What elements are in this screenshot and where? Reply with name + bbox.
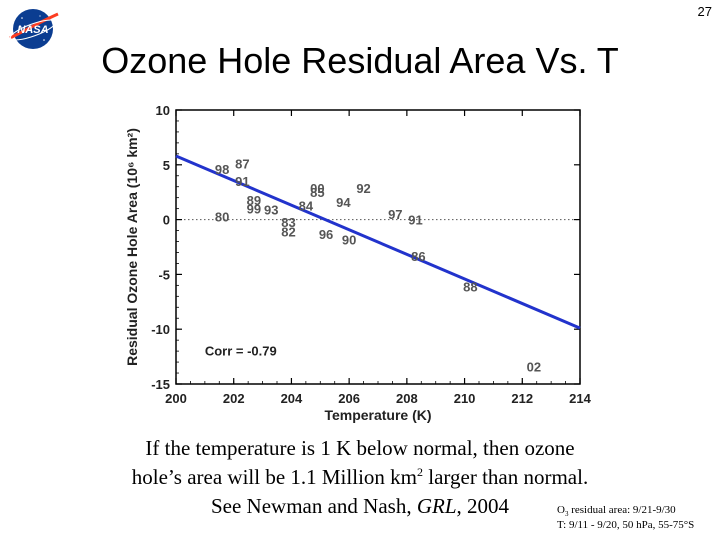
x-tick-label: 202: [223, 391, 245, 406]
data-point-86: 86: [411, 249, 425, 264]
regression-line: [175, 154, 581, 330]
data-point-98: 98: [215, 162, 229, 177]
caption-line-2-post: larger than normal.: [422, 465, 589, 489]
data-point-02: 02: [527, 359, 541, 374]
nasa-logo-vector: [9, 12, 59, 40]
footnote-o: O: [557, 504, 565, 516]
footnote-residual: O3 residual area: 9/21-9/30: [557, 504, 676, 519]
data-point-99: 99: [247, 202, 261, 217]
caption-line-3-journal: GRL: [416, 494, 457, 518]
data-point-00: 00: [310, 181, 324, 196]
data-point-94: 94: [336, 195, 351, 210]
data-point-88: 88: [463, 279, 477, 294]
data-point-87: 87: [235, 157, 249, 172]
caption-line-2-pre: hole’s area will be 1.1 Million km: [131, 465, 417, 489]
correlation-annotation: Corr = -0.79: [205, 344, 277, 359]
x-axis-label: Temperature (K): [324, 407, 431, 423]
x-tick-label: 206: [338, 391, 360, 406]
x-tick-label: 214: [569, 391, 591, 406]
scatter-chart: 200 202 204 206 208 210 212 214 10 5 0 -5 -10 -15 Temp…: [124, 103, 592, 423]
y-tick-label: -10: [151, 322, 170, 337]
nasa-logo: NASA: [9, 9, 59, 49]
x-tick-label: 204: [281, 391, 303, 406]
data-point-93: 93: [264, 203, 278, 218]
y-tick-label: 5: [163, 158, 170, 173]
x-tick-label: 200: [165, 391, 187, 406]
data-point-91: 91: [235, 174, 249, 189]
caption-line-2: hole’s area will be 1.1 Million km2 larg…: [60, 463, 660, 492]
y-axis-label: Residual Ozone Hole Area (10⁶ km²): [124, 128, 140, 366]
data-point-96: 96: [319, 227, 333, 242]
data-point-91: 91: [408, 213, 422, 228]
data-point-83: 83: [281, 215, 295, 230]
caption-line-1: If the temperature is 1 K below normal, …: [145, 436, 575, 460]
footnote-sub: 3: [564, 510, 569, 519]
y-tick-label: 0: [163, 213, 170, 228]
x-tick-label: 210: [454, 391, 476, 406]
caption-line-2-sup: 2: [416, 465, 423, 479]
x-tick-label: 208: [396, 391, 418, 406]
y-tick-label: 10: [156, 103, 170, 118]
data-point-89: 89: [247, 193, 261, 208]
data-point-92: 92: [356, 181, 370, 196]
data-point-82: 82: [281, 225, 295, 240]
y-tick-label: -5: [158, 267, 170, 282]
x-tick-label: 212: [511, 391, 533, 406]
caption-line-3: See Newman and Nash, GRL, 2004: [60, 492, 660, 521]
data-point-80: 80: [215, 209, 229, 224]
footnote-temperature: T: 9/11 - 9/20, 50 hPa, 55-75°S: [557, 519, 695, 531]
data-point-85: 85: [310, 185, 324, 200]
y-tick-label: -15: [151, 377, 170, 392]
nasa-logo-orbit: [9, 19, 57, 41]
data-point-84: 84: [299, 198, 314, 213]
data-point-90: 90: [342, 232, 356, 247]
data-point-97: 97: [388, 207, 402, 222]
caption-line-3-post: , 2004: [456, 494, 510, 518]
slide-title: Ozone Hole Residual Area Vs. T: [101, 40, 619, 81]
footnote-residual-text: residual area: 9/21-9/30: [568, 504, 676, 516]
nasa-logo-text: NASA: [17, 24, 48, 36]
slide-number: 27: [697, 4, 712, 19]
caption-line-3-pre: See Newman and Nash,: [210, 494, 417, 518]
